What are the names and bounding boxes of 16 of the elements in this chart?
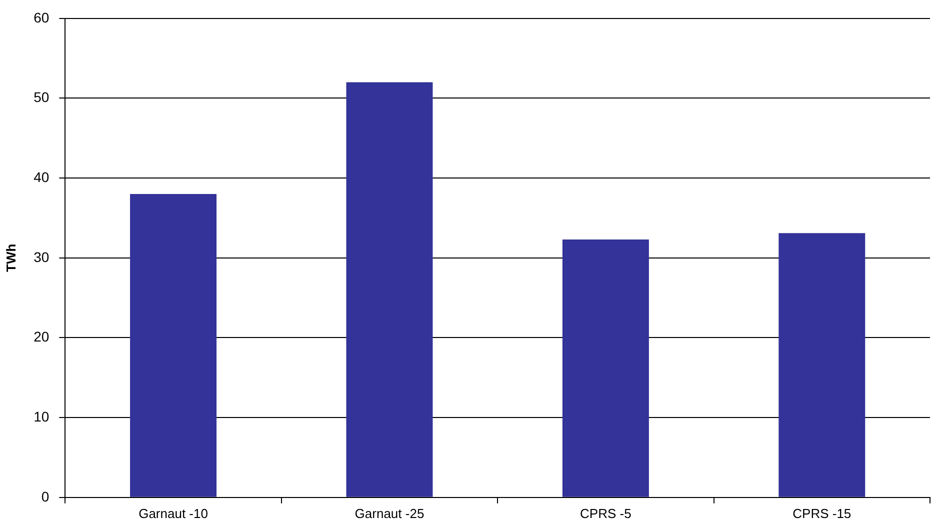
y-axis-title: TWh — [3, 244, 18, 272]
y-tick-label: 0 — [41, 488, 50, 504]
y-tick-label: 40 — [34, 168, 50, 185]
bar — [562, 240, 649, 497]
bar — [778, 233, 866, 497]
x-tick-label: Garnaut -10 — [138, 506, 208, 521]
x-tick-label: Garnaut -25 — [354, 506, 424, 521]
y-tick-label: 20 — [34, 328, 50, 345]
y-tick-label: 50 — [34, 89, 50, 106]
y-tick-label: 10 — [34, 408, 50, 424]
x-tick-label: CPRS -15 — [792, 506, 852, 521]
y-tick-label: 60 — [34, 9, 50, 26]
x-tick-label: CPRS -5 — [580, 506, 632, 521]
bar — [346, 82, 433, 497]
y-tick-label: 30 — [34, 248, 50, 265]
bar — [130, 194, 217, 497]
